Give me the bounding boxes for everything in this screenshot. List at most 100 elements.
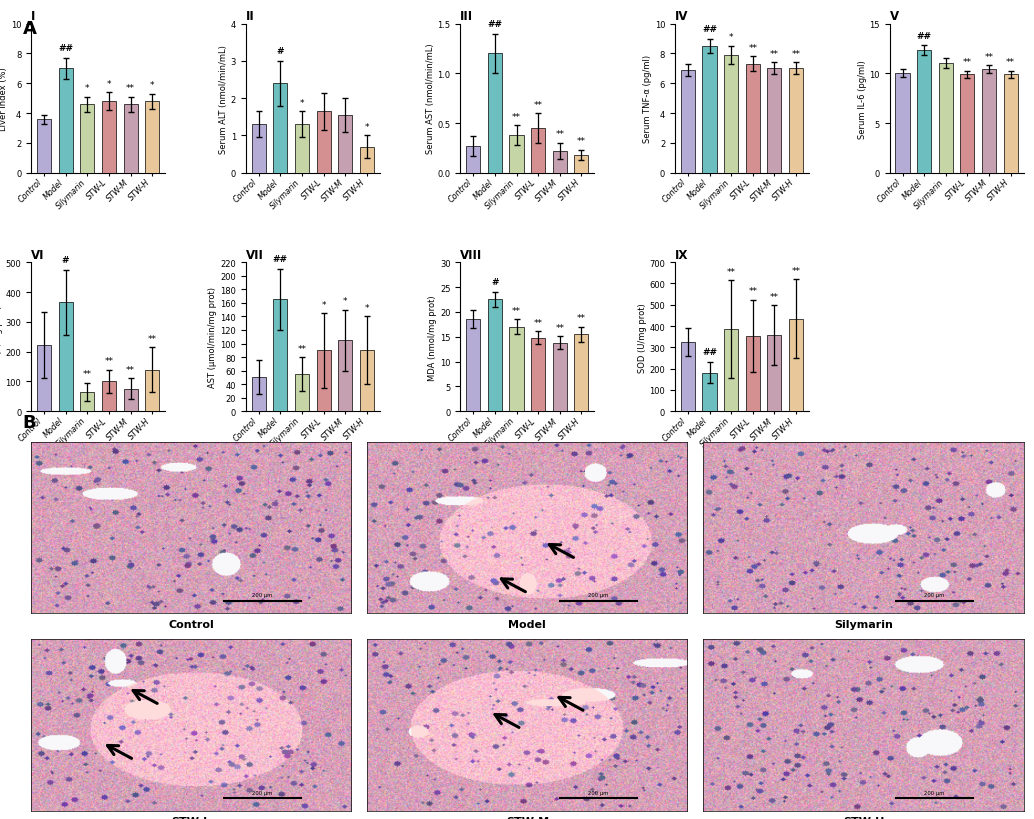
Y-axis label: ALT (U/mg prot): ALT (U/mg prot): [0, 305, 3, 370]
Bar: [510, 328, 523, 412]
Bar: [961, 75, 974, 174]
Bar: [338, 341, 353, 412]
Text: *: *: [365, 304, 369, 313]
Bar: [702, 373, 717, 412]
Text: IX: IX: [675, 249, 689, 262]
Bar: [488, 54, 501, 174]
Text: VII: VII: [246, 249, 264, 262]
Text: *: *: [107, 79, 112, 88]
Text: VI: VI: [31, 249, 44, 262]
Text: 200 μm: 200 μm: [924, 790, 945, 795]
Y-axis label: MDA (nmol/mg prot): MDA (nmol/mg prot): [428, 295, 437, 380]
Bar: [145, 370, 159, 412]
Text: **: **: [792, 266, 800, 275]
Bar: [1004, 75, 1017, 174]
Text: *: *: [150, 81, 154, 90]
Bar: [982, 70, 996, 174]
Bar: [895, 75, 910, 174]
Text: **: **: [83, 370, 92, 379]
Text: ##: ##: [702, 25, 717, 34]
Bar: [295, 374, 309, 412]
Bar: [145, 102, 159, 174]
Text: **: **: [555, 130, 565, 139]
Bar: [488, 300, 501, 412]
Text: ##: ##: [487, 20, 503, 29]
Y-axis label: Serum IL-6 (pg/ml): Serum IL-6 (pg/ml): [857, 60, 866, 138]
Text: 200 μm: 200 μm: [252, 790, 272, 795]
Bar: [251, 378, 266, 412]
Bar: [575, 335, 588, 412]
Bar: [553, 152, 567, 174]
Bar: [37, 346, 51, 412]
Bar: [81, 392, 94, 412]
X-axis label: STW-L: STW-L: [172, 817, 211, 819]
Text: **: **: [1006, 58, 1015, 67]
Text: **: **: [512, 306, 521, 315]
Text: **: **: [555, 324, 565, 333]
Y-axis label: Serum AST (nmol/min/mL): Serum AST (nmol/min/mL): [426, 43, 434, 154]
Bar: [680, 342, 695, 412]
Bar: [360, 147, 374, 174]
Text: **: **: [298, 344, 306, 353]
Bar: [123, 390, 138, 412]
Text: **: **: [126, 365, 135, 374]
Bar: [939, 64, 952, 174]
Bar: [360, 351, 374, 412]
Bar: [789, 70, 803, 174]
Bar: [510, 136, 523, 174]
Text: I: I: [31, 11, 35, 24]
Bar: [702, 47, 717, 174]
Text: V: V: [889, 11, 899, 24]
Y-axis label: Liver index (%): Liver index (%): [0, 67, 8, 131]
Text: III: III: [460, 11, 474, 24]
Bar: [102, 382, 116, 412]
Text: **: **: [534, 101, 543, 110]
Bar: [273, 84, 287, 174]
Text: **: **: [577, 138, 586, 147]
Text: **: **: [577, 314, 586, 323]
Text: VIII: VIII: [460, 249, 483, 262]
Bar: [102, 102, 116, 174]
Text: A: A: [23, 20, 36, 38]
Text: #: #: [491, 278, 498, 287]
Text: *: *: [85, 84, 90, 93]
Text: 200 μm: 200 μm: [588, 790, 609, 795]
Text: II: II: [246, 11, 254, 24]
Text: ##: ##: [702, 347, 717, 356]
Text: *: *: [729, 34, 733, 43]
Text: *: *: [365, 123, 369, 132]
Text: **: **: [984, 52, 994, 61]
Bar: [680, 70, 695, 174]
Text: **: **: [749, 287, 757, 296]
Text: 200 μm: 200 μm: [588, 593, 609, 598]
Bar: [466, 320, 480, 412]
Bar: [59, 303, 72, 412]
Text: **: **: [749, 44, 757, 53]
Bar: [338, 115, 353, 174]
Text: **: **: [770, 50, 779, 59]
X-axis label: STW-H: STW-H: [843, 817, 884, 819]
Bar: [316, 351, 331, 412]
Text: **: **: [534, 319, 543, 328]
Bar: [767, 336, 782, 412]
Text: 200 μm: 200 μm: [924, 593, 945, 598]
Bar: [575, 156, 588, 174]
Bar: [724, 56, 738, 174]
Bar: [316, 112, 331, 174]
Y-axis label: Serum TNF-α (pg/ml): Serum TNF-α (pg/ml): [643, 55, 651, 143]
Text: **: **: [963, 58, 972, 67]
Text: **: **: [512, 112, 521, 121]
Bar: [273, 300, 287, 412]
X-axis label: Control: Control: [169, 619, 214, 629]
Text: **: **: [727, 268, 735, 277]
Text: ##: ##: [273, 255, 287, 264]
X-axis label: Model: Model: [509, 619, 546, 629]
Y-axis label: AST (μmol/min/mg prot): AST (μmol/min/mg prot): [208, 287, 217, 387]
Text: **: **: [126, 84, 135, 93]
Bar: [531, 129, 545, 174]
Bar: [466, 147, 480, 174]
Text: B: B: [23, 414, 36, 432]
Y-axis label: Serum ALT (nmol/min/mL): Serum ALT (nmol/min/mL): [219, 45, 227, 153]
X-axis label: Silymarin: Silymarin: [834, 619, 893, 629]
Bar: [789, 319, 803, 412]
